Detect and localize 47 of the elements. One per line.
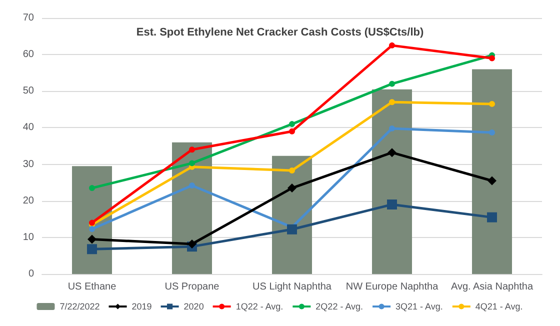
point	[389, 80, 395, 87]
point	[289, 121, 295, 128]
point	[489, 100, 495, 107]
x-tick-label: US Light Naphtha	[252, 282, 332, 292]
legend-label: 4Q21 - Avg.	[475, 302, 523, 312]
y-tick-label: 50	[22, 86, 34, 97]
text: Est. Spot Ethylene Net Cracker Cash Costs (US$Cts/lb)	[136, 26, 424, 38]
point	[488, 176, 496, 186]
y-tick-label: 10	[22, 232, 34, 243]
point	[289, 168, 295, 174]
point	[389, 42, 395, 48]
point	[489, 129, 495, 136]
legend-label: 1Q22 - Avg.	[236, 302, 284, 312]
legend-label: 2019	[132, 302, 152, 312]
bar	[372, 89, 412, 274]
point	[388, 148, 396, 158]
point	[189, 160, 195, 166]
point	[389, 125, 395, 132]
x-tick-label: NW Europe Naphtha	[346, 282, 439, 292]
legend-label: 7/22/2022	[60, 302, 100, 312]
point	[387, 200, 397, 210]
y-tick-label: 0	[28, 268, 34, 280]
y-tick-label: 20	[22, 195, 34, 206]
legend-label: 2Q22 - Avg.	[316, 302, 364, 312]
y-tick-label: 60	[22, 49, 34, 60]
x-tick-label: US Propane	[164, 282, 220, 292]
bar	[472, 69, 512, 274]
point	[89, 226, 95, 232]
point	[87, 244, 97, 254]
point	[189, 146, 195, 153]
point	[88, 234, 96, 244]
point	[89, 185, 95, 192]
point	[188, 240, 196, 249]
y-tick-label: 40	[22, 122, 34, 134]
legend-label: 2020	[184, 302, 204, 312]
point	[487, 212, 497, 222]
point	[287, 224, 297, 234]
legend-label: 3Q21 - Avg.	[396, 302, 443, 312]
x-tick-label: US Ethane	[68, 282, 117, 292]
point	[489, 55, 495, 62]
point	[289, 128, 295, 134]
point	[389, 99, 395, 106]
point	[288, 184, 296, 193]
point	[189, 182, 195, 188]
y-tick-label: 30	[22, 158, 34, 170]
y-tick-label: 70	[22, 12, 34, 24]
x-tick-label: Avg. Asia Naphtha	[450, 282, 534, 292]
